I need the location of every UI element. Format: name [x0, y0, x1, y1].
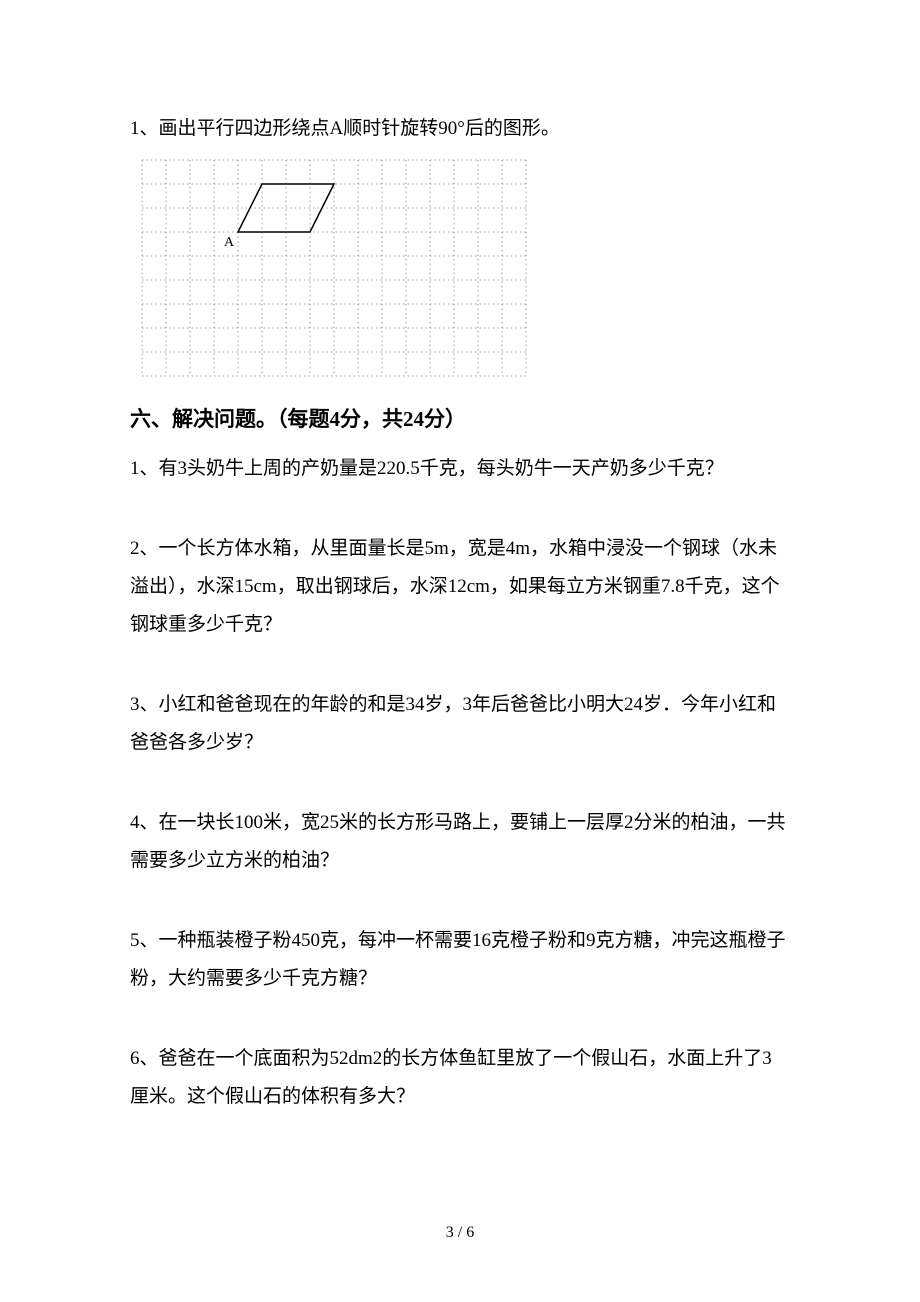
problem-6-text: 6、爸爸在一个底面积为52dm2的长方体鱼缸里放了一个假山石，水面上升了3厘米。… [130, 1040, 790, 1116]
problem-2: 2、一个长方体水箱，从里面量长是5m，宽是4m，水箱中浸没一个钢球（水未溢出），… [130, 530, 790, 644]
question-1-text: 1、画出平行四边形绕点A顺时针旋转90°后的图形。 [130, 110, 790, 148]
problem-3-text: 3、小红和爸爸现在的年龄的和是34岁，3年后爸爸比小明大24岁．今年小红和爸爸各… [130, 686, 790, 762]
problem-5-text: 5、一种瓶装橙子粉450克，每冲一杯需要16克橙子粉和9克方糖，冲完这瓶橙子粉，… [130, 922, 790, 998]
question-1-rotation: 1、画出平行四边形绕点A顺时针旋转90°后的图形。 A [130, 110, 790, 380]
problem-3: 3、小红和爸爸现在的年龄的和是34岁，3年后爸爸比小明大24岁．今年小红和爸爸各… [130, 686, 790, 762]
problem-1-text: 1、有3头奶牛上周的产奶量是220.5千克，每头奶牛一天产奶多少千克？ [130, 450, 790, 488]
problem-6: 6、爸爸在一个底面积为52dm2的长方体鱼缸里放了一个假山石，水面上升了3厘米。… [130, 1040, 790, 1116]
svg-text:A: A [224, 235, 235, 250]
grid-svg: A [138, 156, 530, 380]
problem-2-text: 2、一个长方体水箱，从里面量长是5m，宽是4m，水箱中浸没一个钢球（水未溢出），… [130, 530, 790, 644]
rotation-grid: A [138, 156, 790, 380]
page-content: 1、画出平行四边形绕点A顺时针旋转90°后的图形。 A 六、解决问题。（每题4分… [0, 0, 920, 1116]
problem-5: 5、一种瓶装橙子粉450克，每冲一杯需要16克橙子粉和9克方糖，冲完这瓶橙子粉，… [130, 922, 790, 998]
section-6-heading: 六、解决问题。（每题4分，共24分） [130, 398, 790, 440]
page-footer: 3 / 6 [0, 1224, 920, 1242]
problem-4: 4、在一块长100米，宽25米的长方形马路上，要铺上一层厚2分米的柏油，一共需要… [130, 804, 790, 880]
problem-1: 1、有3头奶牛上周的产奶量是220.5千克，每头奶牛一天产奶多少千克？ [130, 450, 790, 488]
problem-4-text: 4、在一块长100米，宽25米的长方形马路上，要铺上一层厚2分米的柏油，一共需要… [130, 804, 790, 880]
